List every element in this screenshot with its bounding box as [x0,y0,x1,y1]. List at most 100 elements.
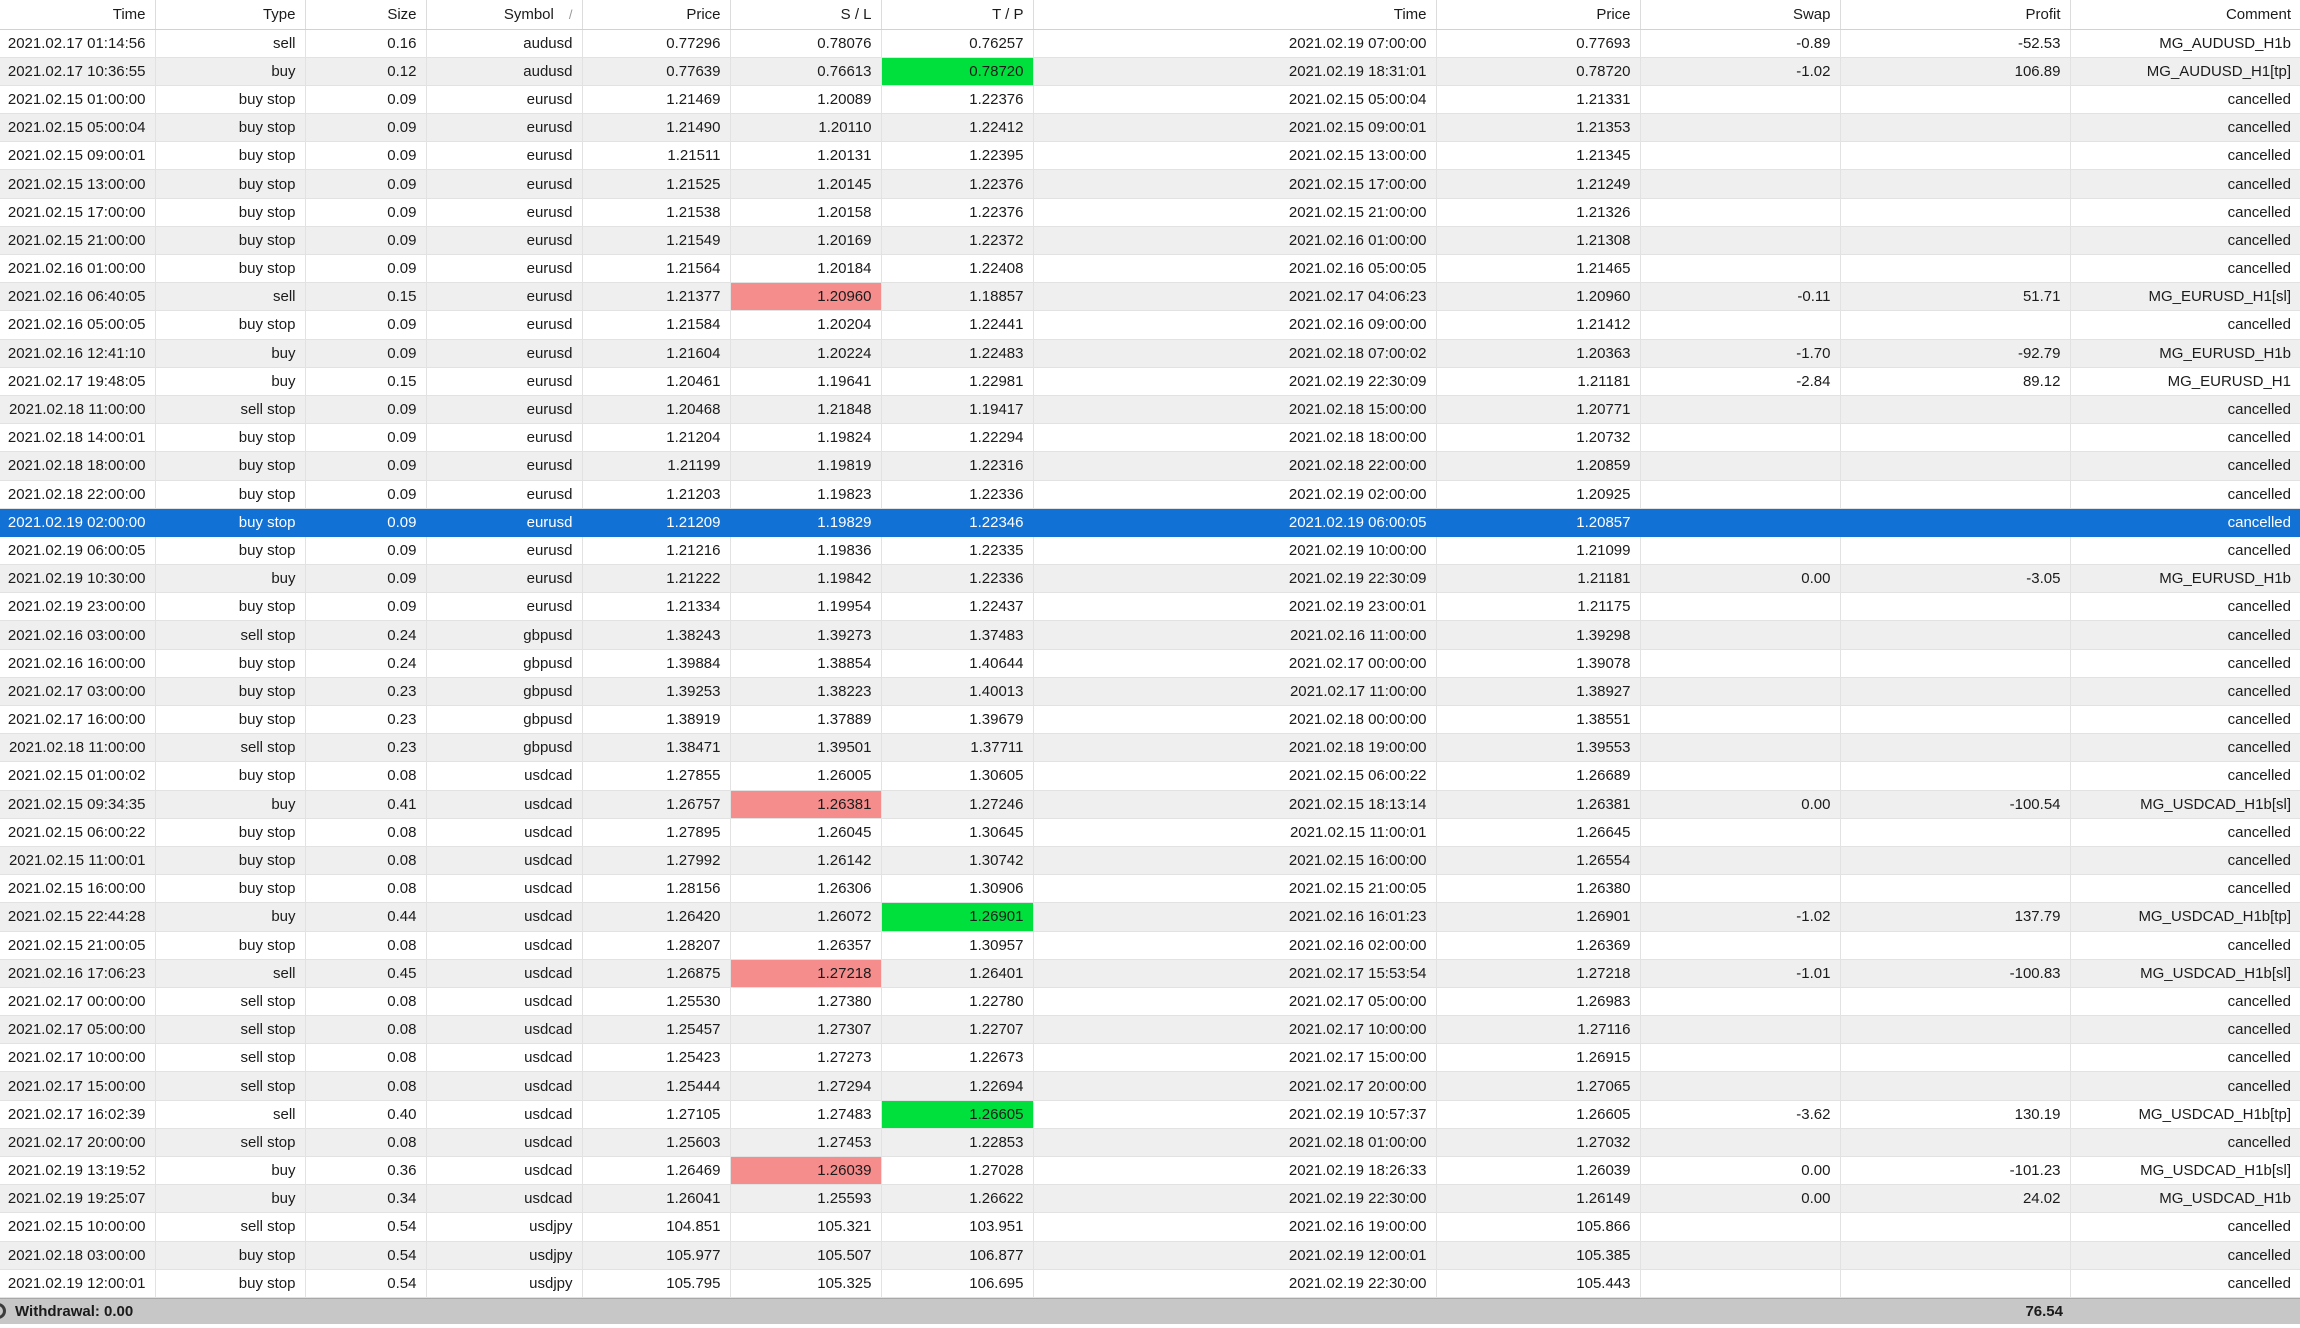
table-row[interactable]: 2021.02.15 13:00:00 buy stop 0.09 eurusd… [0,169,2300,199]
table-row[interactable]: 2021.02.17 00:00:00 sell stop 0.08 usdca… [0,987,2300,1017]
table-row[interactable]: 2021.02.19 12:00:01 buy stop 0.54 usdjpy… [0,1269,2300,1298]
table-row[interactable]: 2021.02.15 17:00:00 buy stop 0.09 eurusd… [0,198,2300,227]
cell-comment: MG_USDCAD_H1b[tp] [2070,902,2300,932]
cell-open-time: 2021.02.15 13:00:00 [0,169,156,199]
table-row[interactable]: 2021.02.15 22:44:28 buy 0.44 usdcad 1.26… [0,902,2300,932]
col-header-swap[interactable]: Swap [1640,0,1841,30]
table-row[interactable]: 2021.02.19 19:25:07 buy 0.34 usdcad 1.26… [0,1184,2300,1214]
table-row[interactable]: 2021.02.16 16:00:00 buy stop 0.24 gbpusd… [0,649,2300,678]
cell-tp: 1.37483 [881,620,1034,650]
cell-symbol: usdcad [426,1015,583,1045]
table-row[interactable]: 2021.02.17 05:00:00 sell stop 0.08 usdca… [0,1015,2300,1045]
table-row[interactable]: 2021.02.15 11:00:01 buy stop 0.08 usdcad… [0,846,2300,876]
table-row[interactable]: 2021.02.16 03:00:00 sell stop 0.24 gbpus… [0,620,2300,650]
cell-profit [1840,846,2071,876]
table-row[interactable]: 2021.02.18 14:00:01 buy stop 0.09 eurusd… [0,423,2300,453]
col-header-size[interactable]: Size [305,0,427,30]
table-row[interactable]: 2021.02.18 18:00:00 buy stop 0.09 eurusd… [0,451,2300,481]
cell-open-price: 1.21490 [582,113,731,143]
table-row[interactable]: 2021.02.15 06:00:22 buy stop 0.08 usdcad… [0,818,2300,847]
cell-close-time: 2021.02.15 16:00:00 [1033,846,1437,876]
table-row[interactable]: 2021.02.18 11:00:00 sell stop 0.23 gbpus… [0,733,2300,763]
table-row[interactable]: 2021.02.19 23:00:00 buy stop 0.09 eurusd… [0,592,2300,622]
table-row[interactable]: 2021.02.18 03:00:00 buy stop 0.54 usdjpy… [0,1241,2300,1270]
col-header-comment[interactable]: Comment [2070,0,2300,30]
cell-comment: MG_USDCAD_H1b[sl] [2070,959,2300,988]
col-header-open-time[interactable]: Time [0,0,156,30]
col-header-sl[interactable]: S / L [730,0,882,30]
cell-symbol: gbpusd [426,677,583,707]
table-row[interactable]: 2021.02.15 16:00:00 buy stop 0.08 usdcad… [0,874,2300,904]
table-row[interactable]: 2021.02.18 11:00:00 sell stop 0.09 eurus… [0,395,2300,425]
table-row[interactable]: 2021.02.19 02:00:00 buy stop 0.09 eurusd… [0,508,2300,537]
cell-symbol: usdcad [426,818,583,847]
table-row[interactable]: 2021.02.15 09:00:01 buy stop 0.09 eurusd… [0,141,2300,171]
table-row[interactable]: 2021.02.17 10:36:55 buy 0.12 audusd 0.77… [0,57,2300,86]
table-row[interactable]: 2021.02.18 22:00:00 buy stop 0.09 eurusd… [0,480,2300,509]
cell-symbol: eurusd [426,282,583,312]
table-row[interactable]: 2021.02.19 13:19:52 buy 0.36 usdcad 1.26… [0,1156,2300,1186]
table-row[interactable]: 2021.02.17 15:00:00 sell stop 0.08 usdca… [0,1071,2300,1101]
col-header-open-price[interactable]: Price [582,0,731,30]
table-row[interactable]: 2021.02.17 20:00:00 sell stop 0.08 usdca… [0,1128,2300,1158]
table-row[interactable]: 2021.02.17 01:14:56 sell 0.16 audusd 0.7… [0,29,2300,58]
table-row[interactable]: 2021.02.17 10:00:00 sell stop 0.08 usdca… [0,1043,2300,1073]
cell-sl: 1.26357 [730,931,882,960]
cell-open-time: 2021.02.15 21:00:05 [0,931,156,960]
table-row[interactable]: 2021.02.16 05:00:05 buy stop 0.09 eurusd… [0,310,2300,340]
cell-sl: 1.38854 [730,649,882,678]
cell-size: 0.08 [305,987,427,1017]
table-row[interactable]: 2021.02.17 16:00:00 buy stop 0.23 gbpusd… [0,705,2300,735]
cell-type: buy stop [155,226,306,256]
table-row[interactable]: 2021.02.15 05:00:04 buy stop 0.09 eurusd… [0,113,2300,143]
cell-type: sell stop [155,987,306,1017]
cell-comment: cancelled [2070,198,2300,227]
cell-comment: cancelled [2070,1071,2300,1101]
cell-close-time: 2021.02.16 01:00:00 [1033,226,1437,256]
table-row[interactable]: 2021.02.16 17:06:23 sell 0.45 usdcad 1.2… [0,959,2300,988]
cell-sl: 1.26142 [730,846,882,876]
table-row[interactable]: 2021.02.16 12:41:10 buy 0.09 eurusd 1.21… [0,339,2300,368]
cell-type: sell [155,1100,306,1129]
table-row[interactable]: 2021.02.15 01:00:00 buy stop 0.09 eurusd… [0,85,2300,115]
cell-type: buy stop [155,818,306,847]
cell-open-time: 2021.02.18 03:00:00 [0,1241,156,1270]
col-header-type[interactable]: Type [155,0,306,30]
table-row[interactable]: 2021.02.16 06:40:05 sell 0.15 eurusd 1.2… [0,282,2300,312]
col-header-tp[interactable]: T / P [881,0,1034,30]
cell-close-price: 1.26689 [1436,761,1641,791]
col-header-close-time[interactable]: Time [1033,0,1437,30]
table-row[interactable]: 2021.02.19 06:00:05 buy stop 0.09 eurusd… [0,536,2300,566]
table-row[interactable]: 2021.02.15 21:00:00 buy stop 0.09 eurusd… [0,226,2300,256]
table-row[interactable]: 2021.02.15 10:00:00 sell stop 0.54 usdjp… [0,1212,2300,1242]
col-header-profit[interactable]: Profit [1840,0,2071,30]
cell-close-time: 2021.02.17 04:06:23 [1033,282,1437,312]
cell-open-price: 1.26757 [582,790,731,819]
table-row[interactable]: 2021.02.15 01:00:02 buy stop 0.08 usdcad… [0,761,2300,791]
cell-symbol: usdcad [426,761,583,791]
table-row[interactable]: 2021.02.19 10:30:00 buy 0.09 eurusd 1.21… [0,564,2300,594]
table-row[interactable]: 2021.02.17 16:02:39 sell 0.40 usdcad 1.2… [0,1100,2300,1129]
table-row[interactable]: 2021.02.16 01:00:00 buy stop 0.09 eurusd… [0,254,2300,284]
col-header-close-price[interactable]: Price [1436,0,1641,30]
cell-type: buy stop [155,761,306,791]
header-row: Time Type Size Symbol / Price S / L T / P… [0,0,2300,30]
table-row[interactable]: 2021.02.17 19:48:05 buy 0.15 eurusd 1.20… [0,367,2300,396]
cell-open-time: 2021.02.19 23:00:00 [0,592,156,622]
cell-tp: 103.951 [881,1212,1034,1242]
cell-sl: 0.76613 [730,57,882,86]
cell-close-price: 1.26149 [1436,1184,1641,1214]
table-row[interactable]: 2021.02.15 09:34:35 buy 0.41 usdcad 1.26… [0,790,2300,819]
account-history-table: Time Type Size Symbol / Price S / L T / P… [0,0,2300,1298]
cell-comment: cancelled [2070,169,2300,199]
cell-sl: 1.19641 [730,367,882,396]
cell-swap [1640,761,1841,791]
cell-profit [1840,141,2071,171]
cell-symbol: eurusd [426,367,583,396]
cell-swap [1640,254,1841,284]
col-header-symbol[interactable]: Symbol / [426,0,583,30]
table-row[interactable]: 2021.02.15 21:00:05 buy stop 0.08 usdcad… [0,931,2300,960]
table-row[interactable]: 2021.02.17 03:00:00 buy stop 0.23 gbpusd… [0,677,2300,707]
cell-size: 0.34 [305,1184,427,1214]
cell-sl: 1.20204 [730,310,882,340]
